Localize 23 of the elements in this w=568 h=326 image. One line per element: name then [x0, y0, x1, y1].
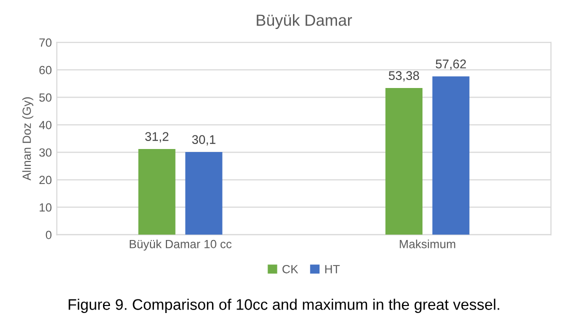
- y-tick-label: 20: [39, 176, 52, 184]
- data-label: 30,1: [192, 135, 216, 146]
- y-tick-label: 70: [39, 38, 52, 47]
- x-tick-label: Büyük Damar 10 cc: [130, 240, 232, 251]
- data-label: 57,62: [436, 60, 466, 70]
- bar: [185, 152, 222, 235]
- legend-label: CK: [282, 264, 298, 274]
- chart-title: Büyük Damar: [256, 14, 352, 30]
- y-tick-label: 0: [46, 230, 52, 240]
- caption: Figure 9. Comparison of 10cc and maximum in the great vessel.: [68, 298, 500, 313]
- bar: [385, 88, 422, 235]
- y-tick-label: 60: [39, 66, 52, 74]
- y-tick-label: 40: [39, 120, 52, 130]
- legend-label: HT: [325, 265, 340, 274]
- x-tick-label: Maksimum: [400, 240, 456, 248]
- y-tick-label: 50: [39, 93, 52, 102]
- bar: [432, 76, 470, 235]
- data-label: 31,2: [145, 132, 168, 142]
- y-axis-title: Alınan Doz (Gy): [22, 97, 34, 181]
- data-label: 53,38: [388, 71, 420, 82]
- bar: [138, 148, 176, 235]
- y-tick-label: 10: [40, 203, 52, 212]
- y-tick-label: 30: [39, 148, 52, 157]
